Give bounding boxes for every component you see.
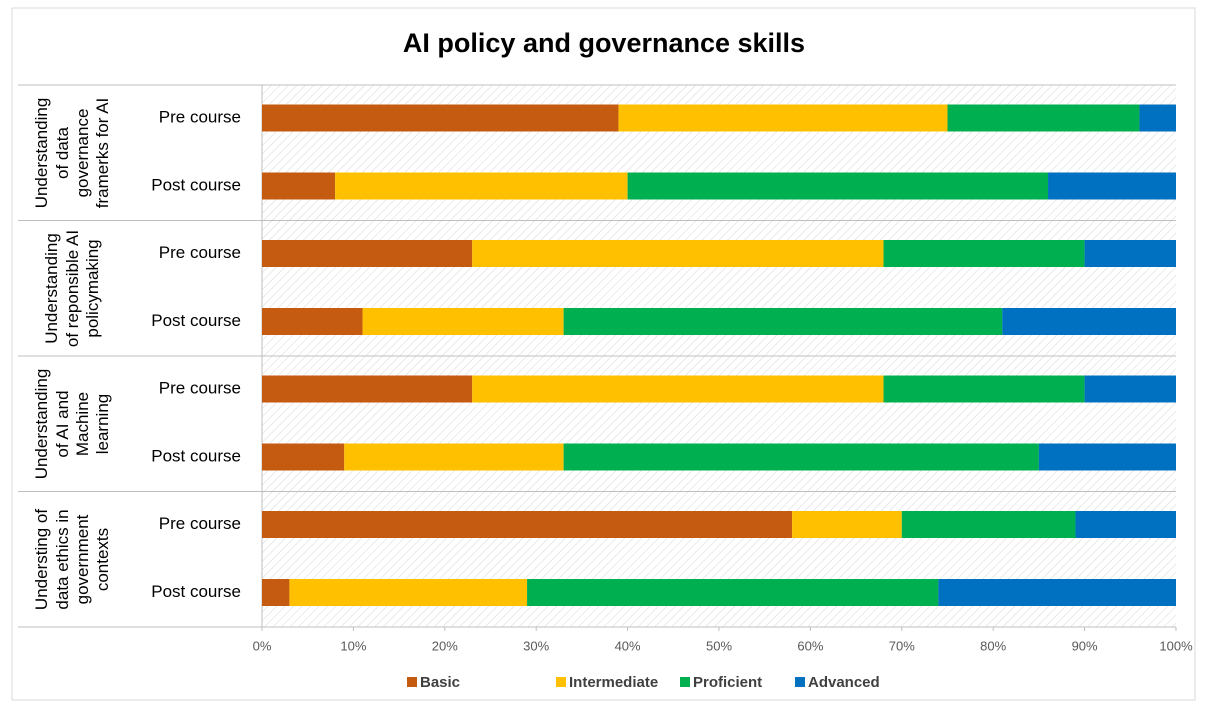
- bar-segment: [901, 511, 1076, 538]
- bar-segment: [472, 240, 884, 267]
- bar-segment: [563, 308, 1003, 335]
- legend-label: Intermediate: [569, 674, 658, 691]
- bar-segment: [938, 579, 1176, 606]
- bar-segment: [1075, 511, 1176, 538]
- legend-swatch: [407, 677, 417, 687]
- bar-segment: [1002, 308, 1176, 335]
- group-label-frame: Understanding of reponsible AI policymak…: [42, 229, 103, 348]
- bar-segment: [627, 172, 1049, 200]
- legend-swatch: [680, 677, 690, 687]
- bar-segment: [563, 443, 1039, 471]
- bar-segment: [335, 172, 628, 200]
- group-label-frame: Understanding of AI and Machine learning: [32, 368, 113, 480]
- x-tick-label: 90%: [1072, 638, 1098, 653]
- legend-swatch: [795, 677, 805, 687]
- bar-segment: [1038, 443, 1176, 471]
- y-tick-label: Post course: [151, 175, 241, 194]
- group-label: Understanding of data governance framerk…: [32, 97, 113, 209]
- y-tick-label: Pre course: [159, 107, 241, 126]
- x-tick-label: 80%: [980, 638, 1006, 653]
- bar-segment: [1084, 375, 1176, 403]
- x-tick-label: 0%: [253, 638, 272, 653]
- x-tick-label: 60%: [797, 638, 823, 653]
- x-tick-label: 100%: [1159, 638, 1193, 653]
- bar-segment: [262, 172, 336, 200]
- legend-swatch: [556, 677, 566, 687]
- group-label-box: Understing of data ethics in government …: [32, 508, 113, 611]
- bar-segment: [262, 443, 345, 471]
- y-tick-label: Post course: [151, 582, 241, 601]
- bar-segment: [883, 240, 1085, 267]
- bar-segment: [262, 104, 619, 132]
- group-label-frame: Understing of data ethics in government …: [32, 508, 113, 611]
- y-tick-label: Pre course: [159, 378, 241, 397]
- y-tick-label: Post course: [151, 446, 241, 465]
- bar-segment: [1084, 240, 1176, 267]
- legend-label: Advanced: [808, 674, 880, 691]
- bar-segment: [262, 579, 290, 606]
- y-tick-label: Pre course: [159, 243, 241, 262]
- x-tick-label: 40%: [615, 638, 641, 653]
- bar-segment: [262, 375, 473, 403]
- bar-segment: [527, 579, 939, 606]
- bar-segment: [472, 375, 884, 403]
- bar-segment: [883, 375, 1085, 403]
- x-tick-label: 70%: [889, 638, 915, 653]
- legend-label: Basic: [420, 674, 460, 691]
- y-tick-label: Pre course: [159, 514, 241, 533]
- bar-segment: [362, 308, 564, 335]
- chart-title: AI policy and governance skills: [403, 28, 805, 58]
- bar-segment: [262, 308, 363, 335]
- x-tick-label: 30%: [523, 638, 549, 653]
- bar-segment: [262, 511, 793, 538]
- bar-segment: [1048, 172, 1176, 200]
- group-label-box: Understanding of AI and Machine learning: [32, 368, 113, 480]
- x-tick-label: 10%: [340, 638, 366, 653]
- bar-segment: [947, 104, 1140, 132]
- group-label: Understing of data ethics in government …: [32, 508, 113, 611]
- bar-segment: [262, 240, 473, 267]
- bar-segment: [1139, 104, 1176, 132]
- x-tick-label: 20%: [432, 638, 458, 653]
- group-label: Understanding of reponsible AI policymak…: [42, 229, 103, 348]
- group-label-box: Understanding of data governance framerk…: [32, 97, 113, 209]
- group-label: Understanding of AI and Machine learning: [32, 368, 113, 480]
- group-label-frame: Understanding of data governance framerk…: [32, 97, 113, 209]
- bar-segment: [792, 511, 902, 538]
- y-tick-label: Post course: [151, 311, 241, 330]
- legend-label: Proficient: [693, 674, 762, 691]
- bar-segment: [344, 443, 564, 471]
- bar-segment: [618, 104, 948, 132]
- x-tick-label: 50%: [706, 638, 732, 653]
- group-label-box: Understanding of reponsible AI policymak…: [42, 229, 103, 348]
- bar-segment: [289, 579, 528, 606]
